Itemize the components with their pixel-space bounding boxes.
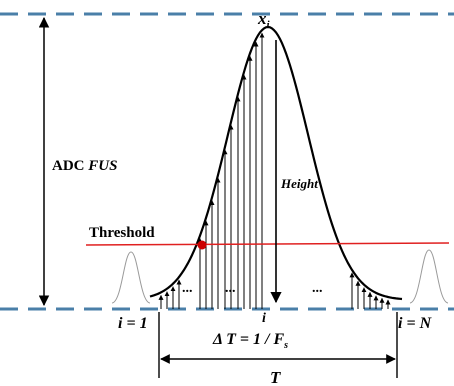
end-index-label: i = N <box>398 315 433 332</box>
threshold-line <box>85 242 450 246</box>
adc-fus-label: ADC FUS <box>52 158 117 174</box>
ellipsis-middle: ... <box>225 281 236 296</box>
ellipsis-right: ... <box>312 281 323 296</box>
ellipsis-left: ... <box>182 281 193 296</box>
peak-label: xi <box>257 9 271 31</box>
side-pulse-left <box>111 251 151 304</box>
period-label: T <box>270 368 281 386</box>
threshold-crossing-dot <box>197 240 207 250</box>
sampling-interval-label: Δ T = 1 / Fs <box>212 331 288 351</box>
sample-arrows <box>158 32 391 309</box>
start-index-label: i = 1 <box>118 315 148 332</box>
pulse-curve <box>149 25 403 301</box>
side-pulse-right <box>409 249 449 304</box>
threshold-label: Threshold <box>89 225 155 241</box>
center-index-label: i <box>262 311 266 326</box>
height-label: Height <box>280 176 318 191</box>
